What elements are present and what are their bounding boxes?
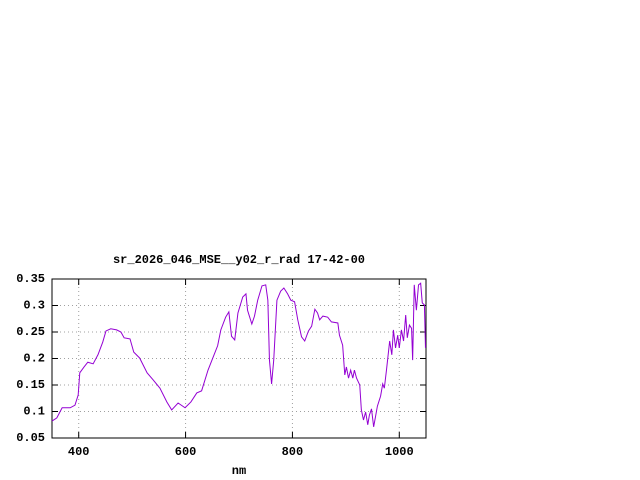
- x-tick-label: 800: [282, 445, 304, 459]
- x-tick-label: 400: [68, 445, 90, 459]
- plot-frame: [51, 278, 427, 439]
- x-tick-label: 600: [175, 445, 197, 459]
- y-tick-label: 0.35: [16, 272, 45, 286]
- x-axis-label: nm: [232, 464, 246, 478]
- y-tick-label: 0.25: [16, 325, 45, 339]
- y-tick-label: 0.05: [16, 431, 45, 445]
- x-tick-label: 1000: [385, 445, 414, 459]
- chart-title: sr_2026_046_MSE__y02_r_rad 17-42-00: [113, 253, 365, 267]
- data-line: [51, 282, 426, 427]
- y-tick-label: 0.2: [23, 352, 45, 366]
- y-tick-label: 0.1: [23, 405, 45, 419]
- y-tick-label: 0.3: [23, 299, 45, 313]
- y-tick-label: 0.15: [16, 378, 45, 392]
